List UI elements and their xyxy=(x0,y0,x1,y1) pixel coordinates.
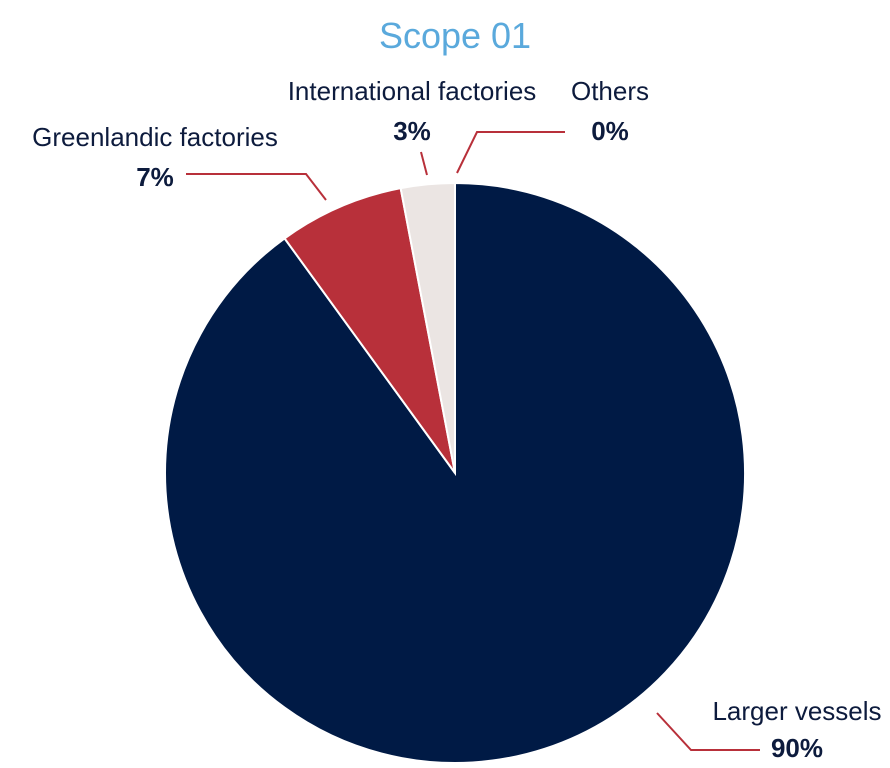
slice-value-greenlandic-factories: 7% xyxy=(136,162,174,192)
slice-label-international-factories: International factories xyxy=(288,76,537,106)
pie-slices xyxy=(164,181,746,764)
slice-label-larger-vessels: Larger vessels xyxy=(712,696,881,726)
leader-line-international-factories xyxy=(420,151,428,176)
chart-title: Scope 01 xyxy=(379,15,531,56)
pie-slice-international-factories xyxy=(399,181,456,474)
pie-labels: Larger vessels 90% Greenlandic factories 7%… xyxy=(32,76,881,763)
leader-line-larger-vessels xyxy=(656,712,760,751)
slice-label-greenlandic-factories: Greenlandic factories xyxy=(32,122,278,152)
slice-value-others: 0% xyxy=(591,116,629,146)
pie-slice-greenlandic-factories xyxy=(283,186,456,474)
slice-value-international-factories: 3% xyxy=(393,116,431,146)
leader-line-others xyxy=(456,131,565,174)
leader-line-greenlandic-factories xyxy=(186,173,327,201)
slice-value-larger-vessels: 90% xyxy=(771,733,823,763)
slice-label-others: Others xyxy=(571,76,649,106)
